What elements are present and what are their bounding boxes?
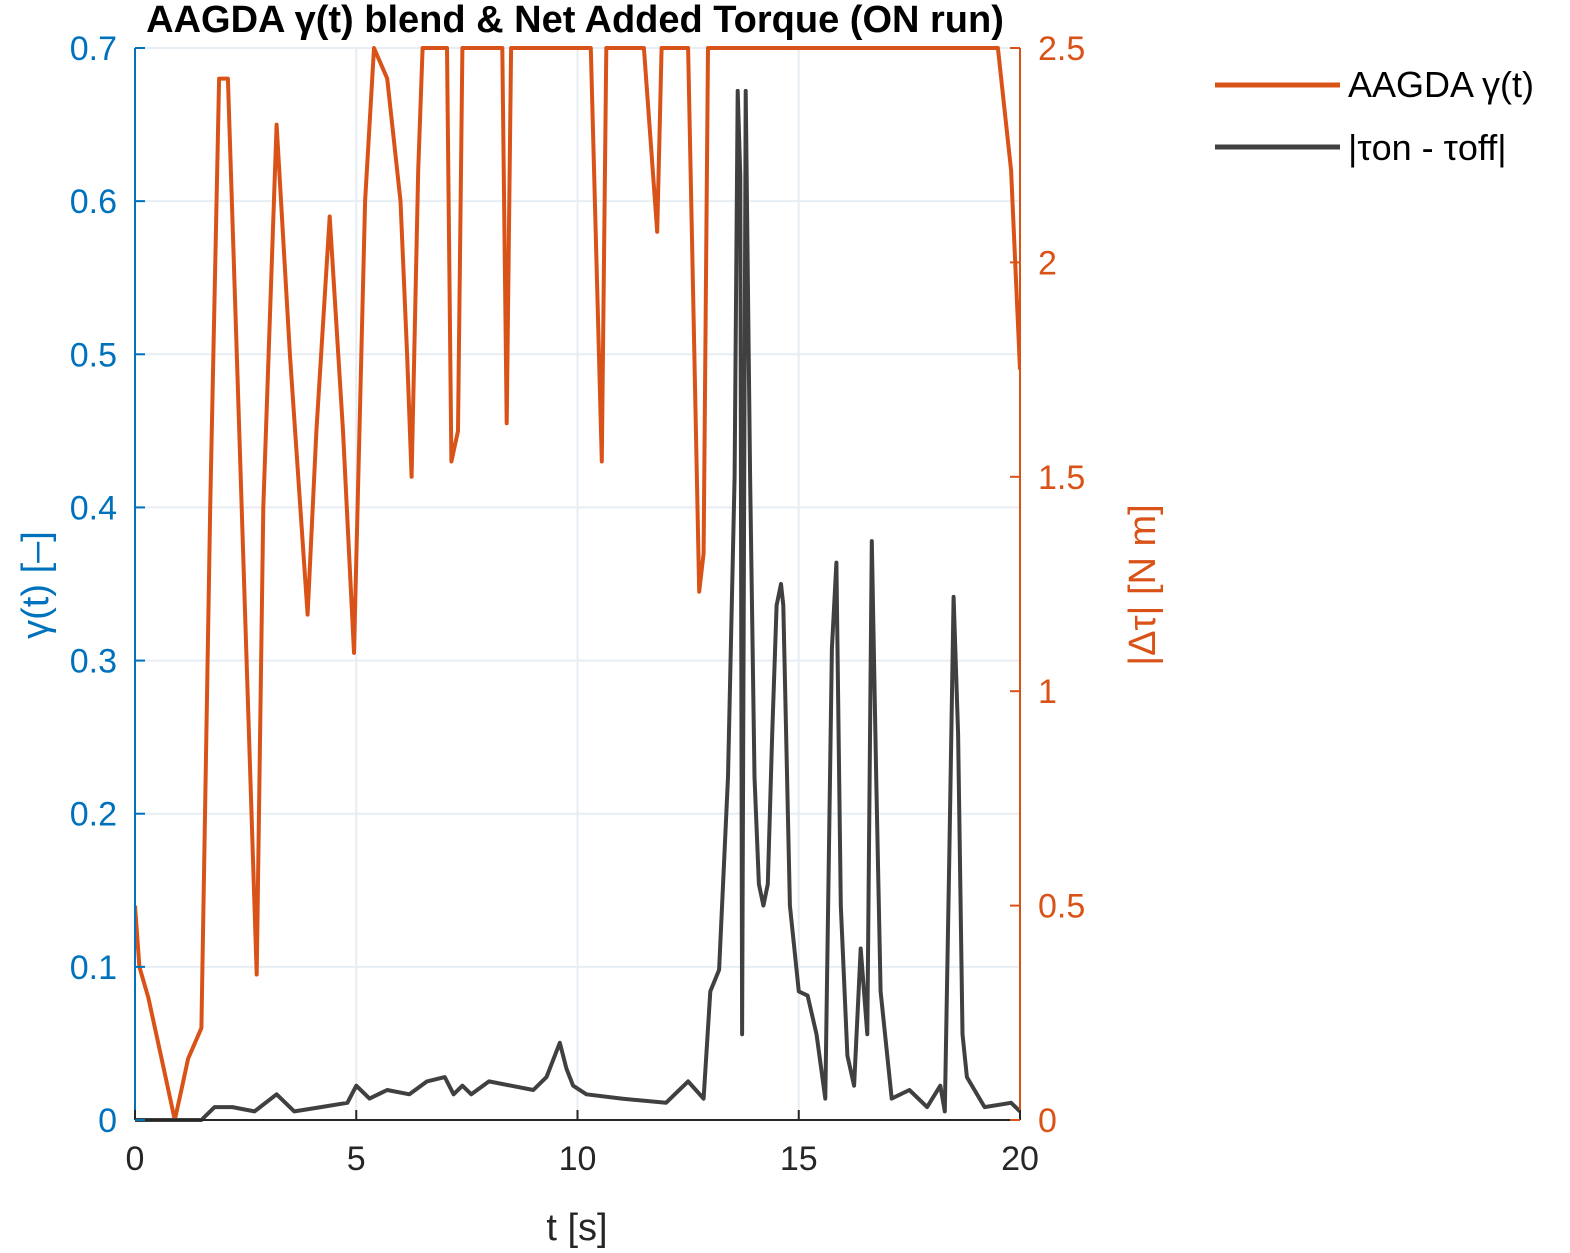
y-left-tick-label-5: 0.5 xyxy=(70,336,117,374)
x-tick-label-1: 5 xyxy=(347,1140,366,1178)
y-right-tick-label-1: 0.5 xyxy=(1038,888,1085,926)
y-left-tick-label-3: 0.3 xyxy=(70,643,117,681)
axes xyxy=(134,47,1021,1121)
y-left-tick-label-1: 0.1 xyxy=(70,949,117,987)
plot-series xyxy=(135,46,1020,1122)
tick-labels: 0 5 10 15 2000.10.20.30.40.50.60.700.511.522… xyxy=(70,30,1086,1178)
y-left-tick-label-4: 0.4 xyxy=(70,489,117,527)
grid xyxy=(134,47,1021,1121)
x-tick-label-4: 20 xyxy=(1001,1140,1039,1178)
y-axis-left-label: γ(t) [–] xyxy=(15,531,57,639)
x-tick-label-0: 0 xyxy=(126,1140,145,1178)
y-right-tick-label-5: 2.5 xyxy=(1038,30,1085,68)
chart-title: AAGDA γ(t) blend & Net Added Torque (ON … xyxy=(146,0,1004,41)
y-right-tick-label-3: 1.5 xyxy=(1038,459,1085,497)
x-axis-label: t [s] xyxy=(546,1207,607,1249)
x-tick-label-3: 15 xyxy=(780,1140,818,1178)
y-right-tick-label-2: 1 xyxy=(1038,673,1057,711)
y-axis-right-label: |Δτ| [N m] xyxy=(1122,504,1164,665)
x-tick-label-2: 10 xyxy=(559,1140,597,1178)
y-right-tick-label-4: 2 xyxy=(1038,244,1057,282)
y-left-tick-label-0: 0 xyxy=(98,1102,117,1140)
legend: AAGDA γ(t) |τon - τoff| xyxy=(1215,64,1534,168)
series-line-0 xyxy=(135,46,1020,1122)
y-right-tick-label-0: 0 xyxy=(1038,1102,1057,1140)
series-line-1 xyxy=(135,88,1020,1122)
legend-label-delta: |τon - τoff| xyxy=(1348,127,1507,168)
y-left-tick-label-2: 0.2 xyxy=(70,796,117,834)
y-left-tick-label-7: 0.7 xyxy=(70,30,117,68)
legend-label-gamma: AAGDA γ(t) xyxy=(1348,64,1534,105)
y-left-tick-label-6: 0.6 xyxy=(70,183,117,221)
